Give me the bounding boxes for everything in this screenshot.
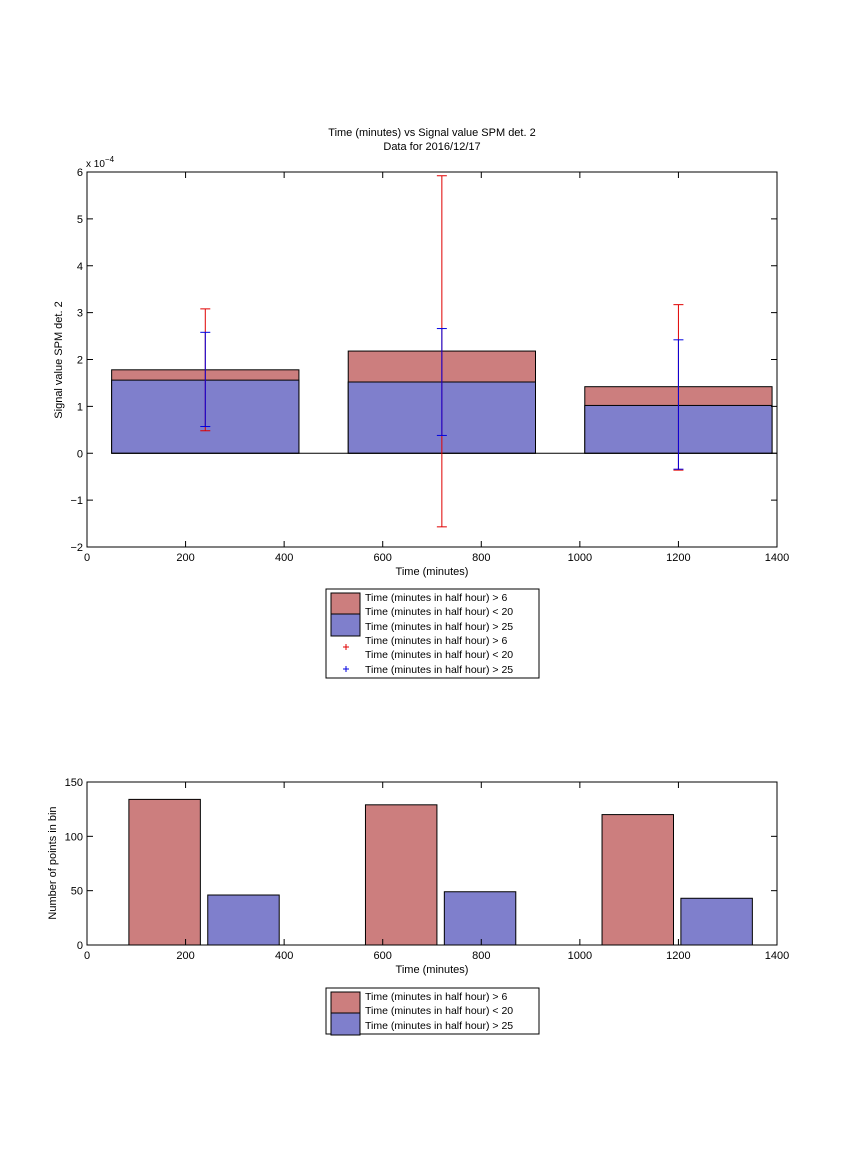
x-tick-label: 400 [275, 950, 293, 962]
legend-box [325, 588, 540, 679]
legend-marker-blue-plus [343, 666, 349, 672]
legend-box [325, 987, 540, 1035]
x-tick-label: 0 [84, 552, 90, 564]
y-tick-label: 0 [77, 940, 83, 952]
count-bar-red [364, 804, 438, 946]
count-bars [128, 798, 753, 946]
signal-legend: Time (minutes in half hour) > 6 Time (mi… [325, 588, 540, 679]
legend-swatch-blue-bar [330, 1012, 361, 1036]
chart-title: Time (minutes) vs Signal value SPM det. … [328, 127, 535, 139]
count-chart: 0 200 400 600 800 1000 1200 1400 0 50 100 150 Time … [47, 777, 790, 1036]
count-axes: 0 200 400 600 800 1000 1200 1400 0 50 100 150 [65, 777, 790, 962]
legend-label: Time (minutes in half hour) < 20 [365, 649, 513, 661]
signal-chart: Time (minutes) vs Signal value SPM det. … [53, 127, 789, 679]
y-axis-label: Number of points in bin [47, 806, 59, 919]
y-exponent-base: x 10 [86, 159, 105, 170]
chart-subtitle: Data for 2016/12/17 [383, 141, 480, 153]
count-legend: Time (minutes in half hour) > 6 Time (mi… [325, 987, 540, 1036]
x-tick-label: 1000 [568, 552, 592, 564]
signal-axes: 0 200 400 600 800 1000 1200 1400 −2 −1 0 1 2 3 4 5 6 [70, 167, 789, 564]
y-tick-label: −2 [70, 542, 83, 554]
legend-label: Time (minutes in half hour) > 25 [365, 664, 513, 676]
x-tick-label: 600 [374, 552, 392, 564]
legend-label: Time (minutes in half hour) > 6 [365, 592, 507, 604]
y-tick-label: 100 [65, 831, 83, 843]
y-tick-label: 5 [77, 214, 83, 226]
count-bar-blue [680, 897, 753, 946]
x-axis-label: Time (minutes) [396, 964, 469, 976]
legend-label: Time (minutes in half hour) < 20 [365, 1005, 513, 1017]
x-tick-label: 400 [275, 552, 293, 564]
legend-label: Time (minutes in half hour) > 6 [365, 991, 507, 1003]
x-tick-label: 800 [472, 950, 490, 962]
y-tick-label: 4 [77, 261, 83, 273]
x-tick-label: 1200 [666, 552, 690, 564]
x-tick-label: 200 [176, 950, 194, 962]
x-tick-label: 1000 [568, 950, 592, 962]
axes-frame [86, 781, 778, 946]
legend-label: Time (minutes in half hour) < 20 [365, 606, 513, 618]
y-tick-label: 6 [77, 167, 83, 179]
x-tick-label: 800 [472, 552, 490, 564]
legend-label: Time (minutes in half hour) > 25 [365, 1020, 513, 1032]
y-tick-label: 1 [77, 401, 83, 413]
signal-error-bars [200, 175, 684, 528]
count-bar-blue [443, 891, 517, 946]
x-tick-label: 1400 [765, 552, 789, 564]
x-tick-label: 1400 [765, 950, 789, 962]
y-exponent-label: x 10−4 [86, 155, 115, 170]
count-bar-red [128, 798, 201, 946]
x-tick-label: 600 [374, 950, 392, 962]
legend-marker-red-plus [343, 644, 349, 650]
legend-label: Time (minutes in half hour) > 6 [365, 635, 507, 647]
y-axis-label: Signal value SPM det. 2 [53, 301, 65, 418]
legend-label: Time (minutes in half hour) > 25 [365, 621, 513, 633]
legend-swatch-red-bar [330, 991, 361, 1015]
x-axis-label: Time (minutes) [396, 566, 469, 578]
x-tick-label: 0 [84, 950, 90, 962]
count-bar-blue [207, 894, 280, 946]
y-tick-label: 2 [77, 355, 83, 367]
y-tick-label: 150 [65, 777, 83, 789]
legend-swatch-blue-bar [330, 613, 361, 637]
y-tick-label: 50 [71, 886, 83, 898]
legend-swatch-red-bar [330, 592, 361, 616]
y-exponent-power: −4 [105, 155, 115, 164]
y-tick-label: 3 [77, 308, 83, 320]
y-tick-label: 0 [77, 448, 83, 460]
x-tick-label: 200 [176, 552, 194, 564]
y-tick-label: −1 [70, 495, 83, 507]
count-bar-red [601, 814, 674, 946]
x-tick-label: 1200 [666, 950, 690, 962]
